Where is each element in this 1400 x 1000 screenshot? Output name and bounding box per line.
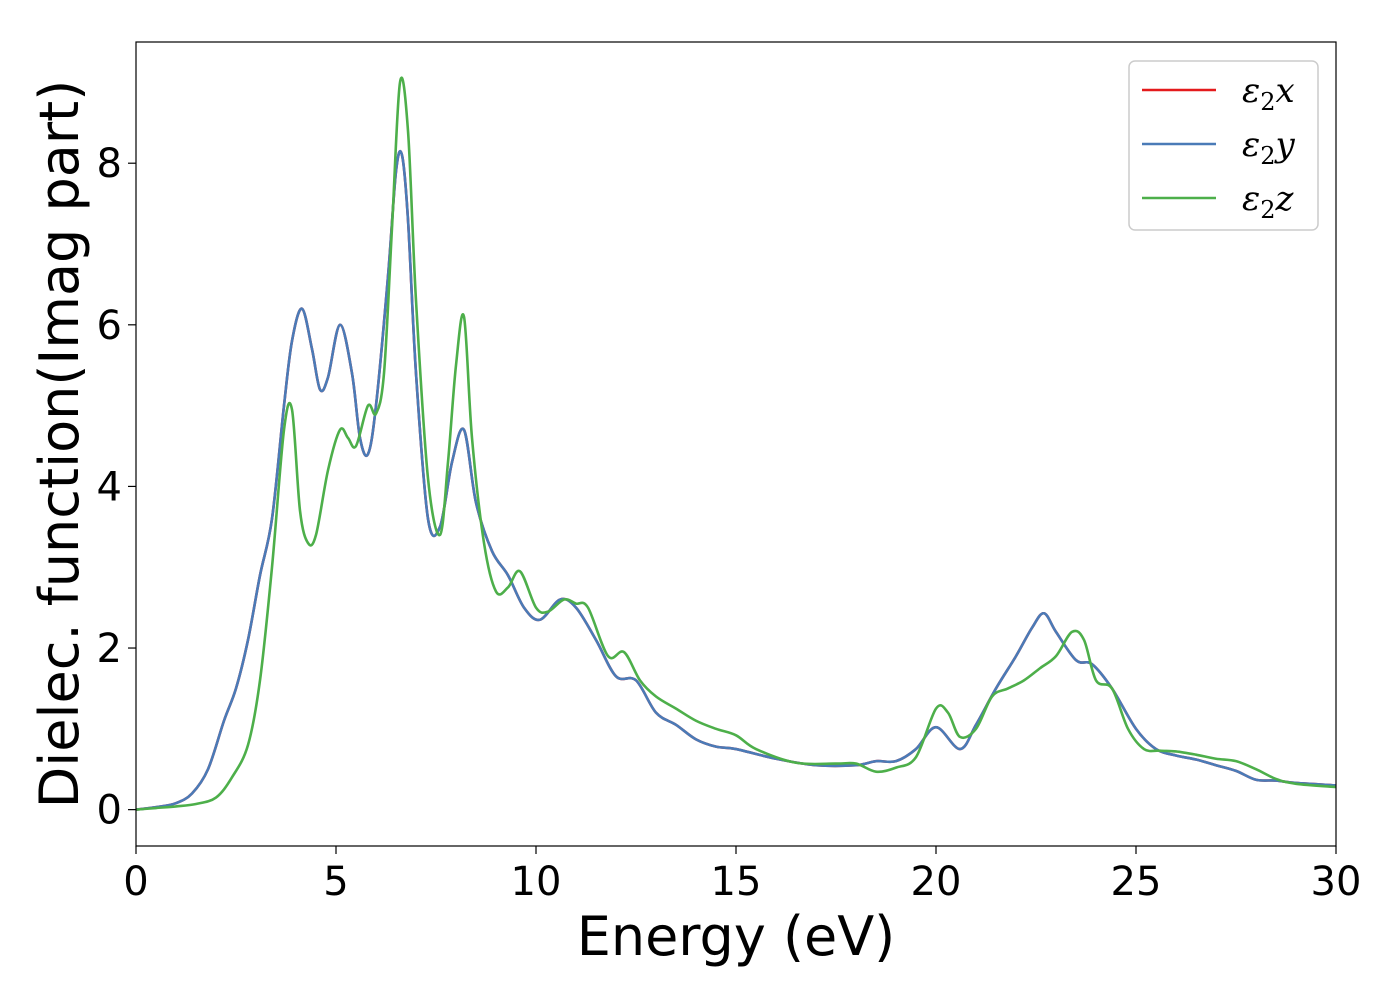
x-tick-label: 0 bbox=[123, 859, 148, 905]
series-line-y bbox=[135, 150, 1337, 811]
legend: ε2x ε2y ε2z bbox=[1128, 60, 1319, 231]
x-axis-label: Energy (eV) bbox=[577, 905, 896, 968]
series-layer bbox=[135, 76, 1337, 811]
y-tick-label: 8 bbox=[97, 141, 122, 187]
legend-label-x: ε2x bbox=[1242, 71, 1295, 116]
x-tick-label: 10 bbox=[511, 859, 562, 905]
y-axis: 0 2 4 6 8 bbox=[97, 141, 136, 834]
x-tick-label: 20 bbox=[911, 859, 962, 905]
x-tick-label: 5 bbox=[323, 859, 348, 905]
y-tick-label: 4 bbox=[97, 464, 122, 510]
x-tick-label: 15 bbox=[711, 859, 762, 905]
x-axis: 0 5 10 15 20 25 30 bbox=[123, 846, 1361, 905]
y-tick-label: 2 bbox=[97, 626, 122, 672]
y-tick-label: 6 bbox=[97, 303, 122, 349]
y-axis-label: Dielec. function(Imag part) bbox=[28, 80, 91, 809]
legend-label-y: ε2y bbox=[1242, 125, 1296, 170]
legend-box bbox=[1128, 60, 1319, 231]
series-line-z bbox=[135, 76, 1337, 811]
x-tick-label: 25 bbox=[1111, 859, 1162, 905]
y-tick-label: 0 bbox=[97, 788, 122, 834]
x-tick-label: 30 bbox=[1311, 859, 1362, 905]
legend-label-z: ε2z bbox=[1242, 179, 1295, 224]
